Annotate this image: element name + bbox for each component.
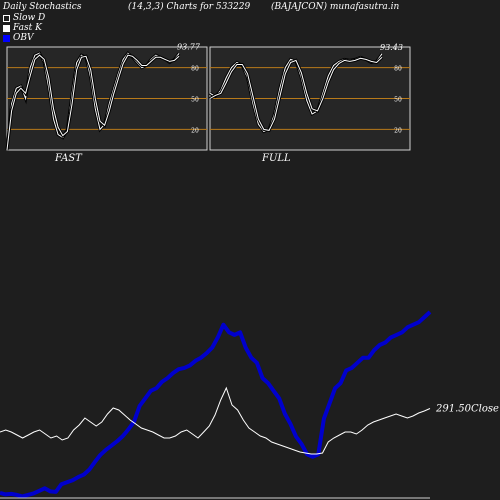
fast-panel-label: FAST	[55, 153, 82, 164]
full-panel-label: FULL	[262, 153, 291, 164]
header-mid: (14,3,3) Charts for 533229	[128, 2, 251, 12]
fast-level-label-50: 50	[191, 97, 199, 104]
full-level-label-20: 20	[394, 127, 402, 134]
fast-series-1-line	[6, 54, 180, 151]
full-level-label-50: 50	[394, 97, 402, 104]
legend-item-slow-d: Slow D	[3, 13, 45, 23]
full-level-label-80: 80	[394, 66, 402, 73]
fast-level-label-80: 80	[191, 66, 199, 73]
header-right: (BAJAJCON) munafasutra.in	[271, 2, 400, 12]
legend-label-slow-d: Slow D	[13, 13, 46, 23]
legend-item-fast-k: Fast K	[3, 23, 42, 33]
close-price-line	[0, 386, 431, 455]
full-series-1-line	[209, 56, 383, 131]
legend-swatch-slow-d	[3, 14, 10, 22]
legend-item-obv: OBV	[3, 33, 34, 43]
legend-swatch-obv	[3, 34, 10, 42]
header-left: Daily Stochastics	[3, 2, 82, 12]
legend-swatch-fast-k	[3, 24, 10, 32]
close-price-label: 291.50Close	[435, 404, 499, 415]
fast-level-label-20: 20	[191, 127, 199, 134]
legend-label-fast-k: Fast K	[13, 23, 42, 33]
legend-label-obv: OBV	[13, 33, 34, 43]
full-last-value-label: 93.43	[380, 43, 403, 52]
obv-line	[0, 310, 432, 499]
fast-last-value-label: 93.77	[177, 42, 201, 51]
